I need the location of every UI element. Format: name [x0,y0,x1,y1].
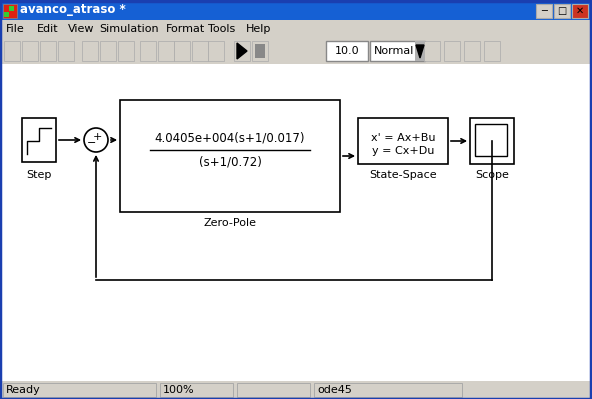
Text: Help: Help [246,24,271,34]
FancyBboxPatch shape [0,0,592,20]
FancyBboxPatch shape [470,118,514,164]
Text: −: − [87,138,96,148]
FancyBboxPatch shape [58,41,74,61]
FancyBboxPatch shape [234,41,250,61]
FancyBboxPatch shape [208,41,224,61]
Text: ─: ─ [541,6,547,16]
FancyBboxPatch shape [120,100,340,212]
FancyBboxPatch shape [237,383,310,397]
FancyBboxPatch shape [9,6,14,11]
FancyBboxPatch shape [255,44,265,58]
FancyBboxPatch shape [314,383,462,397]
Text: Simulation: Simulation [99,24,159,34]
FancyBboxPatch shape [0,381,592,399]
FancyBboxPatch shape [158,41,174,61]
FancyBboxPatch shape [192,41,208,61]
Polygon shape [237,43,247,59]
Text: 100%: 100% [163,385,195,395]
FancyBboxPatch shape [475,124,507,156]
Circle shape [84,128,108,152]
Text: Ready: Ready [6,385,41,395]
FancyBboxPatch shape [0,38,592,64]
Text: ode45: ode45 [317,385,352,395]
Text: y = Cx+Du: y = Cx+Du [372,146,434,156]
FancyBboxPatch shape [572,4,588,18]
Text: avanco_atraso *: avanco_atraso * [20,4,126,16]
Text: Edit: Edit [37,24,59,34]
Text: □: □ [558,6,567,16]
Text: File: File [6,24,25,34]
FancyBboxPatch shape [4,12,9,17]
Text: Scope: Scope [475,170,509,180]
FancyBboxPatch shape [358,118,448,164]
Text: Format: Format [166,24,205,34]
Polygon shape [416,45,424,58]
Text: 10.0: 10.0 [334,46,359,56]
Text: View: View [69,24,95,34]
FancyBboxPatch shape [484,41,500,61]
FancyBboxPatch shape [326,41,368,61]
Text: +: + [92,132,102,142]
FancyBboxPatch shape [4,41,20,61]
FancyBboxPatch shape [415,41,425,61]
FancyBboxPatch shape [252,41,268,61]
FancyBboxPatch shape [22,41,38,61]
Text: ✕: ✕ [576,6,584,16]
FancyBboxPatch shape [118,41,134,61]
FancyBboxPatch shape [140,41,156,61]
FancyBboxPatch shape [0,64,592,381]
FancyBboxPatch shape [3,4,17,18]
FancyBboxPatch shape [464,41,480,61]
Text: 4.0405e+004(s+1/0.017): 4.0405e+004(s+1/0.017) [155,132,305,144]
FancyBboxPatch shape [22,118,56,162]
Text: (s+1/0.72): (s+1/0.72) [198,156,262,168]
FancyBboxPatch shape [3,383,156,397]
FancyBboxPatch shape [40,41,56,61]
FancyBboxPatch shape [424,41,440,61]
Text: Normal: Normal [374,46,414,56]
FancyBboxPatch shape [370,41,425,61]
Text: x' = Ax+Bu: x' = Ax+Bu [371,133,435,143]
FancyBboxPatch shape [160,383,233,397]
FancyBboxPatch shape [444,41,460,61]
FancyBboxPatch shape [100,41,116,61]
Text: Step: Step [26,170,52,180]
Text: State-Space: State-Space [369,170,437,180]
Text: Zero-Pole: Zero-Pole [204,218,256,228]
FancyBboxPatch shape [174,41,190,61]
FancyBboxPatch shape [0,20,592,38]
FancyBboxPatch shape [554,4,570,18]
Text: Tools: Tools [208,24,236,34]
FancyBboxPatch shape [82,41,98,61]
FancyBboxPatch shape [536,4,552,18]
